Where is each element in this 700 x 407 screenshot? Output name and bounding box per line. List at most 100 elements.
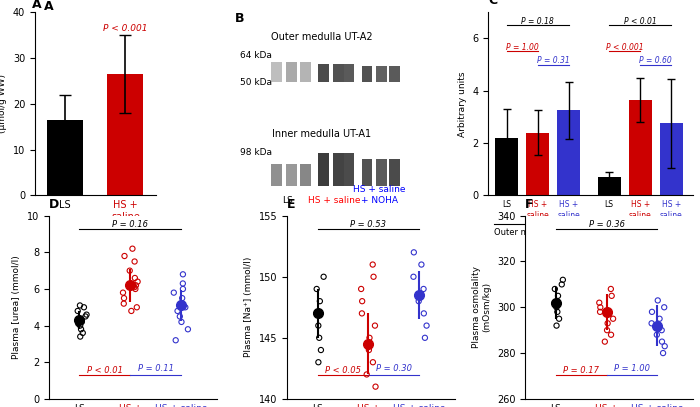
Bar: [362, 159, 372, 186]
Text: D: D: [49, 198, 60, 211]
Point: [77, 330, 88, 336]
Point: [176, 319, 187, 325]
Point: [177, 280, 188, 287]
Point: [73, 321, 84, 327]
Text: HS + saline
+ NOHA: HS + saline + NOHA: [354, 185, 406, 205]
Point: [656, 327, 667, 333]
Point: [81, 311, 92, 318]
Bar: [318, 153, 329, 186]
Point: [557, 277, 568, 283]
Text: P < 0.001: P < 0.001: [103, 24, 148, 33]
Point: [651, 332, 662, 338]
Point: [78, 304, 90, 311]
Point: [314, 298, 326, 304]
Text: P < 0.001: P < 0.001: [606, 43, 643, 52]
Bar: [332, 63, 344, 82]
Bar: [318, 63, 329, 82]
Point: [313, 322, 324, 329]
Bar: [286, 164, 297, 186]
Point: [421, 322, 432, 329]
Bar: [362, 66, 372, 82]
Point: [129, 258, 140, 265]
Bar: [598, 177, 621, 195]
Bar: [495, 138, 519, 195]
Point: [595, 304, 606, 311]
Point: [408, 249, 419, 256]
Text: P = 0.31: P = 0.31: [537, 56, 570, 65]
Text: P = 1.00: P = 1.00: [614, 364, 650, 373]
Point: [182, 326, 193, 333]
Text: P < 0.01: P < 0.01: [624, 17, 657, 26]
Bar: [47, 120, 83, 195]
Text: P < 0.05: P < 0.05: [325, 366, 361, 375]
Point: [646, 309, 657, 315]
Text: 98 kDa: 98 kDa: [241, 148, 272, 157]
Bar: [526, 133, 550, 195]
Point: [646, 320, 657, 326]
Bar: [629, 100, 652, 195]
Y-axis label: Plasma [Na⁺] (mmol/l): Plasma [Na⁺] (mmol/l): [244, 257, 253, 357]
Point: [364, 335, 375, 341]
Point: [72, 308, 83, 314]
Point: [177, 271, 188, 278]
Point: [654, 315, 665, 322]
Point: [594, 309, 606, 315]
Point: [126, 308, 137, 314]
Text: Inner medulla UT-A1: Inner medulla UT-A1: [598, 228, 683, 236]
Text: LS: LS: [282, 196, 293, 205]
Point: [601, 327, 612, 333]
Text: P = 0.18: P = 0.18: [522, 17, 554, 26]
Bar: [376, 159, 387, 186]
Point: [119, 253, 130, 259]
Bar: [332, 153, 344, 186]
Point: [130, 275, 141, 281]
Point: [168, 289, 179, 296]
Text: P = 0.11: P = 0.11: [138, 364, 174, 373]
Point: [551, 304, 562, 311]
Point: [311, 310, 322, 317]
Text: P = 0.30: P = 0.30: [376, 364, 412, 373]
Text: P = 0.17: P = 0.17: [564, 366, 599, 375]
Text: P = 0.60: P = 0.60: [639, 56, 672, 65]
Point: [75, 333, 86, 340]
Point: [124, 267, 135, 274]
Point: [551, 322, 562, 329]
Point: [315, 347, 326, 353]
Point: [73, 317, 84, 323]
Point: [368, 359, 379, 365]
Point: [549, 300, 560, 306]
Point: [313, 359, 324, 365]
Point: [370, 383, 381, 390]
Point: [599, 338, 610, 345]
Point: [356, 286, 367, 292]
Point: [356, 310, 368, 317]
Point: [659, 304, 670, 311]
Y-axis label: Renal medulla urea
(μmol/g WW): Renal medulla urea (μmol/g WW): [0, 60, 7, 148]
Text: B: B: [235, 12, 244, 25]
Point: [177, 286, 188, 292]
Point: [594, 300, 605, 306]
Point: [556, 281, 568, 288]
Point: [363, 347, 374, 353]
Point: [416, 261, 427, 268]
Point: [130, 282, 141, 289]
Text: HS + saline: HS + saline: [308, 196, 360, 205]
Point: [76, 319, 88, 325]
Point: [314, 335, 325, 341]
Point: [552, 309, 563, 315]
Point: [659, 343, 671, 350]
Point: [606, 332, 617, 338]
Point: [413, 298, 424, 304]
Point: [418, 310, 429, 317]
Point: [552, 293, 564, 299]
Point: [180, 304, 191, 311]
Point: [132, 278, 144, 285]
Bar: [271, 62, 282, 82]
Point: [175, 300, 186, 307]
Bar: [389, 159, 400, 186]
Text: 64 kDa: 64 kDa: [241, 51, 272, 60]
Point: [602, 320, 613, 326]
Point: [361, 371, 372, 378]
Text: P = 0.53: P = 0.53: [351, 220, 386, 229]
Point: [75, 322, 86, 329]
